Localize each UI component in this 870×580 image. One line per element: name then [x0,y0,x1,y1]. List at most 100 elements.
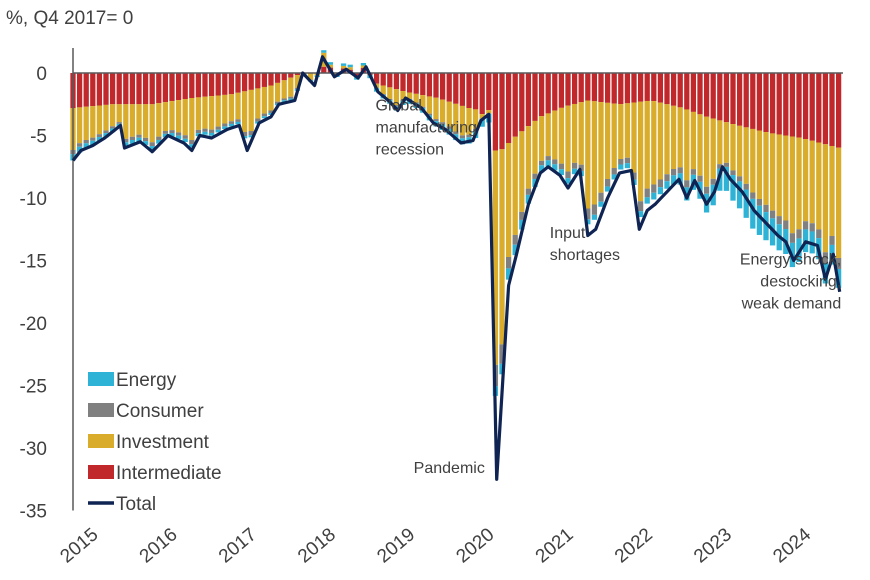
bar-intermediate [809,73,815,141]
bar-consumer [268,110,274,113]
bar-intermediate [776,73,782,135]
bar-consumer [571,162,578,169]
bar-consumer [717,164,723,169]
bar-energy [657,187,664,195]
bar-intermediate [321,66,327,73]
bar-consumer [776,216,782,225]
legend: Energy Consumer Investment Intermediate Tota… [88,370,222,515]
legend-swatch-investment [88,434,114,448]
bar-intermediate [796,73,802,138]
bar-intermediate [657,73,664,103]
bar-consumer [274,101,281,104]
legend-swatch-energy [88,372,114,386]
bar-intermediate [90,73,96,107]
bar-consumer [835,257,842,269]
bar-consumer [664,174,670,182]
bar-investment [783,135,789,221]
bar-energy [83,143,89,149]
bar-intermediate [235,73,241,93]
bar-intermediate [472,73,479,110]
bar-energy [479,118,485,127]
bar-investment [228,94,235,122]
bar-consumer [109,126,116,129]
bar-energy [519,219,525,230]
bar-intermediate [136,73,142,105]
bar-investment [129,104,136,137]
bar-intermediate [677,73,683,108]
bar-investment [499,149,505,345]
bar-investment [202,96,208,129]
bar-investment [809,140,815,224]
bar-investment [578,102,584,165]
bar-investment [796,137,802,230]
bar-investment [472,109,479,129]
legend-label-consumer: Consumer [116,401,204,422]
bar-investment [340,65,347,69]
bar-consumer [136,134,142,138]
bar-intermediate [288,73,294,78]
total-series-line [71,55,842,481]
bar-energy [538,165,545,173]
bar-investment [538,116,545,161]
bar-consumer [710,178,716,185]
bar-consumer [76,143,83,147]
bar-intermediate [76,73,83,108]
y-tick-label: -35 [20,502,47,523]
bar-consumer [545,156,551,161]
bar-investment [505,143,512,257]
bar-investment [426,96,433,114]
bar-intermediate [822,73,829,145]
bar-consumer [202,128,208,132]
bar-investment [670,105,677,169]
bar-consumer [651,184,657,193]
bar-investment [697,114,703,176]
bar-intermediate [756,73,763,131]
annotation-line: recession [376,142,444,159]
bars-group [70,50,842,396]
bar-intermediate [162,73,169,103]
bar-consumer [519,211,525,220]
bar-intermediate [281,73,287,81]
bar-energy [730,175,736,201]
bar-consumer [208,129,215,133]
bar-consumer [466,134,472,138]
bar-intermediate [222,73,228,95]
bar-intermediate [519,73,525,132]
bar-intermediate [492,73,499,151]
bar-consumer [604,178,611,187]
bar-investment [486,110,492,114]
bar-investment [492,150,499,365]
bar-intermediate [354,73,360,77]
bar-consumer [222,123,228,127]
bar-investment [380,85,386,95]
bar-investment [142,104,149,138]
bar-investment [598,102,604,193]
bar-intermediate [835,73,842,148]
bar-investment [413,93,419,103]
bar-investment [585,100,591,209]
bar-consumer [677,167,683,174]
bar-energy [756,205,763,235]
bar-intermediate [109,73,116,105]
bar-investment [604,102,611,179]
bar-energy [156,139,162,144]
bar-investment [136,104,142,135]
bar-intermediate [552,73,558,111]
annotation-1: Global manufacturing recession [376,98,477,159]
bar-investment [241,91,248,132]
bar-energy [228,123,235,127]
bar-consumer [281,98,287,101]
bar-energy [585,219,591,225]
bar-investment [565,105,571,172]
bar-consumer [558,163,565,170]
bar-consumer [288,96,294,99]
bar-consumer [175,132,182,136]
bar-consumer [393,105,400,107]
bar-intermediate [816,73,822,143]
y-tick-label: -20 [20,314,47,335]
bar-investment [525,126,532,189]
bar-consumer [644,188,650,198]
bar-investment [684,109,690,181]
annotation-3: Energy shock, destocking, weak demand [740,251,841,312]
bar-investment [96,105,103,135]
